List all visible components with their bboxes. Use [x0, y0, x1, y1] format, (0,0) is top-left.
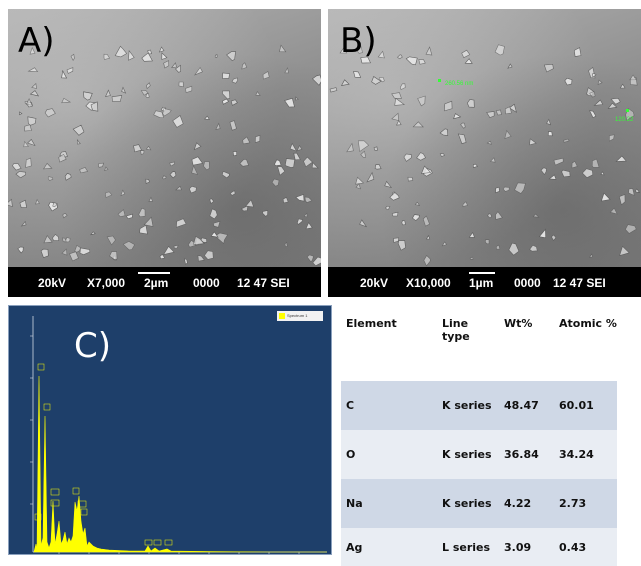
- cell-wt: 36.84: [499, 430, 554, 479]
- table-header-row: Element Line type Wt% Atomic %: [341, 307, 617, 381]
- scalebar-a: 20kV X7,000 2µm 0000 12 47 SEI: [8, 267, 321, 297]
- measurement-label-1: 260.56 nm: [445, 81, 474, 87]
- sem-particles-b: [329, 44, 641, 267]
- code-b: 0000: [514, 276, 541, 290]
- peak-markers: [34, 363, 173, 546]
- id-b: 12 47 SEI: [553, 276, 606, 290]
- scale-b: 1µm: [469, 276, 494, 290]
- panel-label-c: C): [74, 326, 112, 366]
- scale-line-b: [469, 272, 495, 274]
- cell-line-type: K series: [437, 479, 499, 528]
- spectrum-trace: [33, 375, 327, 553]
- cell-line-type: K series: [437, 430, 499, 479]
- cell-atomic: 60.01: [554, 381, 617, 430]
- y-axis-ticks: [30, 335, 33, 505]
- elemental-composition-table: Element Line type Wt% Atomic % C K serie…: [341, 307, 617, 566]
- code-a: 0000: [193, 276, 220, 290]
- cell-wt: 3.09: [499, 528, 554, 566]
- cell-element: C: [341, 381, 437, 430]
- legend-swatch: [279, 313, 285, 319]
- header-atomic: Atomic %: [554, 307, 617, 381]
- cell-element: O: [341, 430, 437, 479]
- panel-label-b: B): [340, 21, 377, 61]
- table-row: O K series 36.84 34.24: [341, 430, 617, 479]
- measure-marker-1: [438, 79, 441, 82]
- cell-element: Na: [341, 479, 437, 528]
- sem-particles-a: [8, 44, 321, 267]
- x-axis-ticks: [58, 552, 300, 554]
- voltage-a: 20kV: [38, 276, 67, 290]
- cell-atomic: 0.43: [554, 528, 617, 566]
- magnification-b: X10,000: [406, 276, 451, 290]
- table-row: C K series 48.47 60.01: [341, 381, 617, 430]
- table-row: Ag L series 3.09 0.43: [341, 528, 617, 566]
- scale-a: 2µm: [144, 276, 169, 290]
- eds-spectrum-plot: [30, 316, 327, 554]
- cell-wt: 4.22: [499, 479, 554, 528]
- scale-line-a: [138, 272, 170, 274]
- sem-image-a: A) 20kV X7,000 2µm 0000 12 47 SEI: [8, 9, 321, 297]
- cell-wt: 48.47: [499, 381, 554, 430]
- cell-line-type: K series: [437, 381, 499, 430]
- header-line-type: Line type: [437, 307, 499, 381]
- legend-label: Spectrum 1: [287, 313, 308, 318]
- cell-element: Ag: [341, 528, 437, 566]
- voltage-b: 20kV: [360, 276, 389, 290]
- table-row: Na K series 4.22 2.73: [341, 479, 617, 528]
- header-wt: Wt%: [499, 307, 554, 381]
- panel-label-a: A): [18, 21, 55, 61]
- measurement-label-2: 120.22: [615, 117, 634, 123]
- measure-marker-2: [626, 109, 629, 112]
- id-a: 12 47 SEI: [237, 276, 290, 290]
- cell-atomic: 2.73: [554, 479, 617, 528]
- header-element: Element: [341, 307, 437, 381]
- cell-line-type: L series: [437, 528, 499, 566]
- eds-spectrum-panel: C) Spectrum 1: [8, 305, 332, 555]
- cell-atomic: 34.24: [554, 430, 617, 479]
- spectrum-legend: Spectrum 1: [277, 311, 323, 321]
- magnification-a: X7,000: [87, 276, 126, 290]
- sem-image-b: B) 260.56 nm 120.22 20kV X10,000 1µm 000…: [328, 9, 641, 297]
- scalebar-b: 20kV X10,000 1µm 0000 12 47 SEI: [328, 267, 641, 297]
